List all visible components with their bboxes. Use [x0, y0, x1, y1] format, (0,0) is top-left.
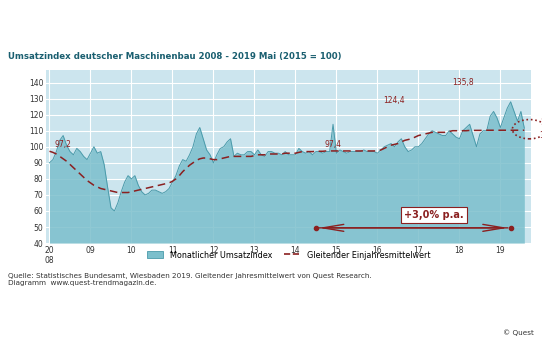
- Text: Umsatzindex deutscher Maschinenbau 2008 - 2019 Mai (2015 = 100): Umsatzindex deutscher Maschinenbau 2008 …: [8, 52, 341, 61]
- Text: 110,3: 110,3: [540, 131, 542, 140]
- Text: 135,8: 135,8: [452, 78, 474, 87]
- Legend: Monatlicher Umsatzindex, Gleitender Einjahresmittelwert: Monatlicher Umsatzindex, Gleitender Einj…: [147, 251, 430, 259]
- Text: 97,2: 97,2: [55, 140, 72, 149]
- Text: © Quest: © Quest: [503, 330, 534, 336]
- Text: 124,4: 124,4: [384, 96, 405, 105]
- Text: +3,0% p.a.: +3,0% p.a.: [404, 210, 463, 220]
- Text: Wachstumstrend des Umsatzes im Maschinenbau bei 3,0% p.a. seit Ende 2014: Wachstumstrend des Umsatzes im Maschinen…: [8, 14, 488, 24]
- Text: Quelle: Statistisches Bundesamt, Wiesbaden 2019. Gleitender Jahresmittelwert von: Quelle: Statistisches Bundesamt, Wiesbad…: [8, 273, 372, 286]
- Text: 111,6: 111,6: [540, 118, 542, 128]
- Text: 97,4: 97,4: [325, 139, 341, 149]
